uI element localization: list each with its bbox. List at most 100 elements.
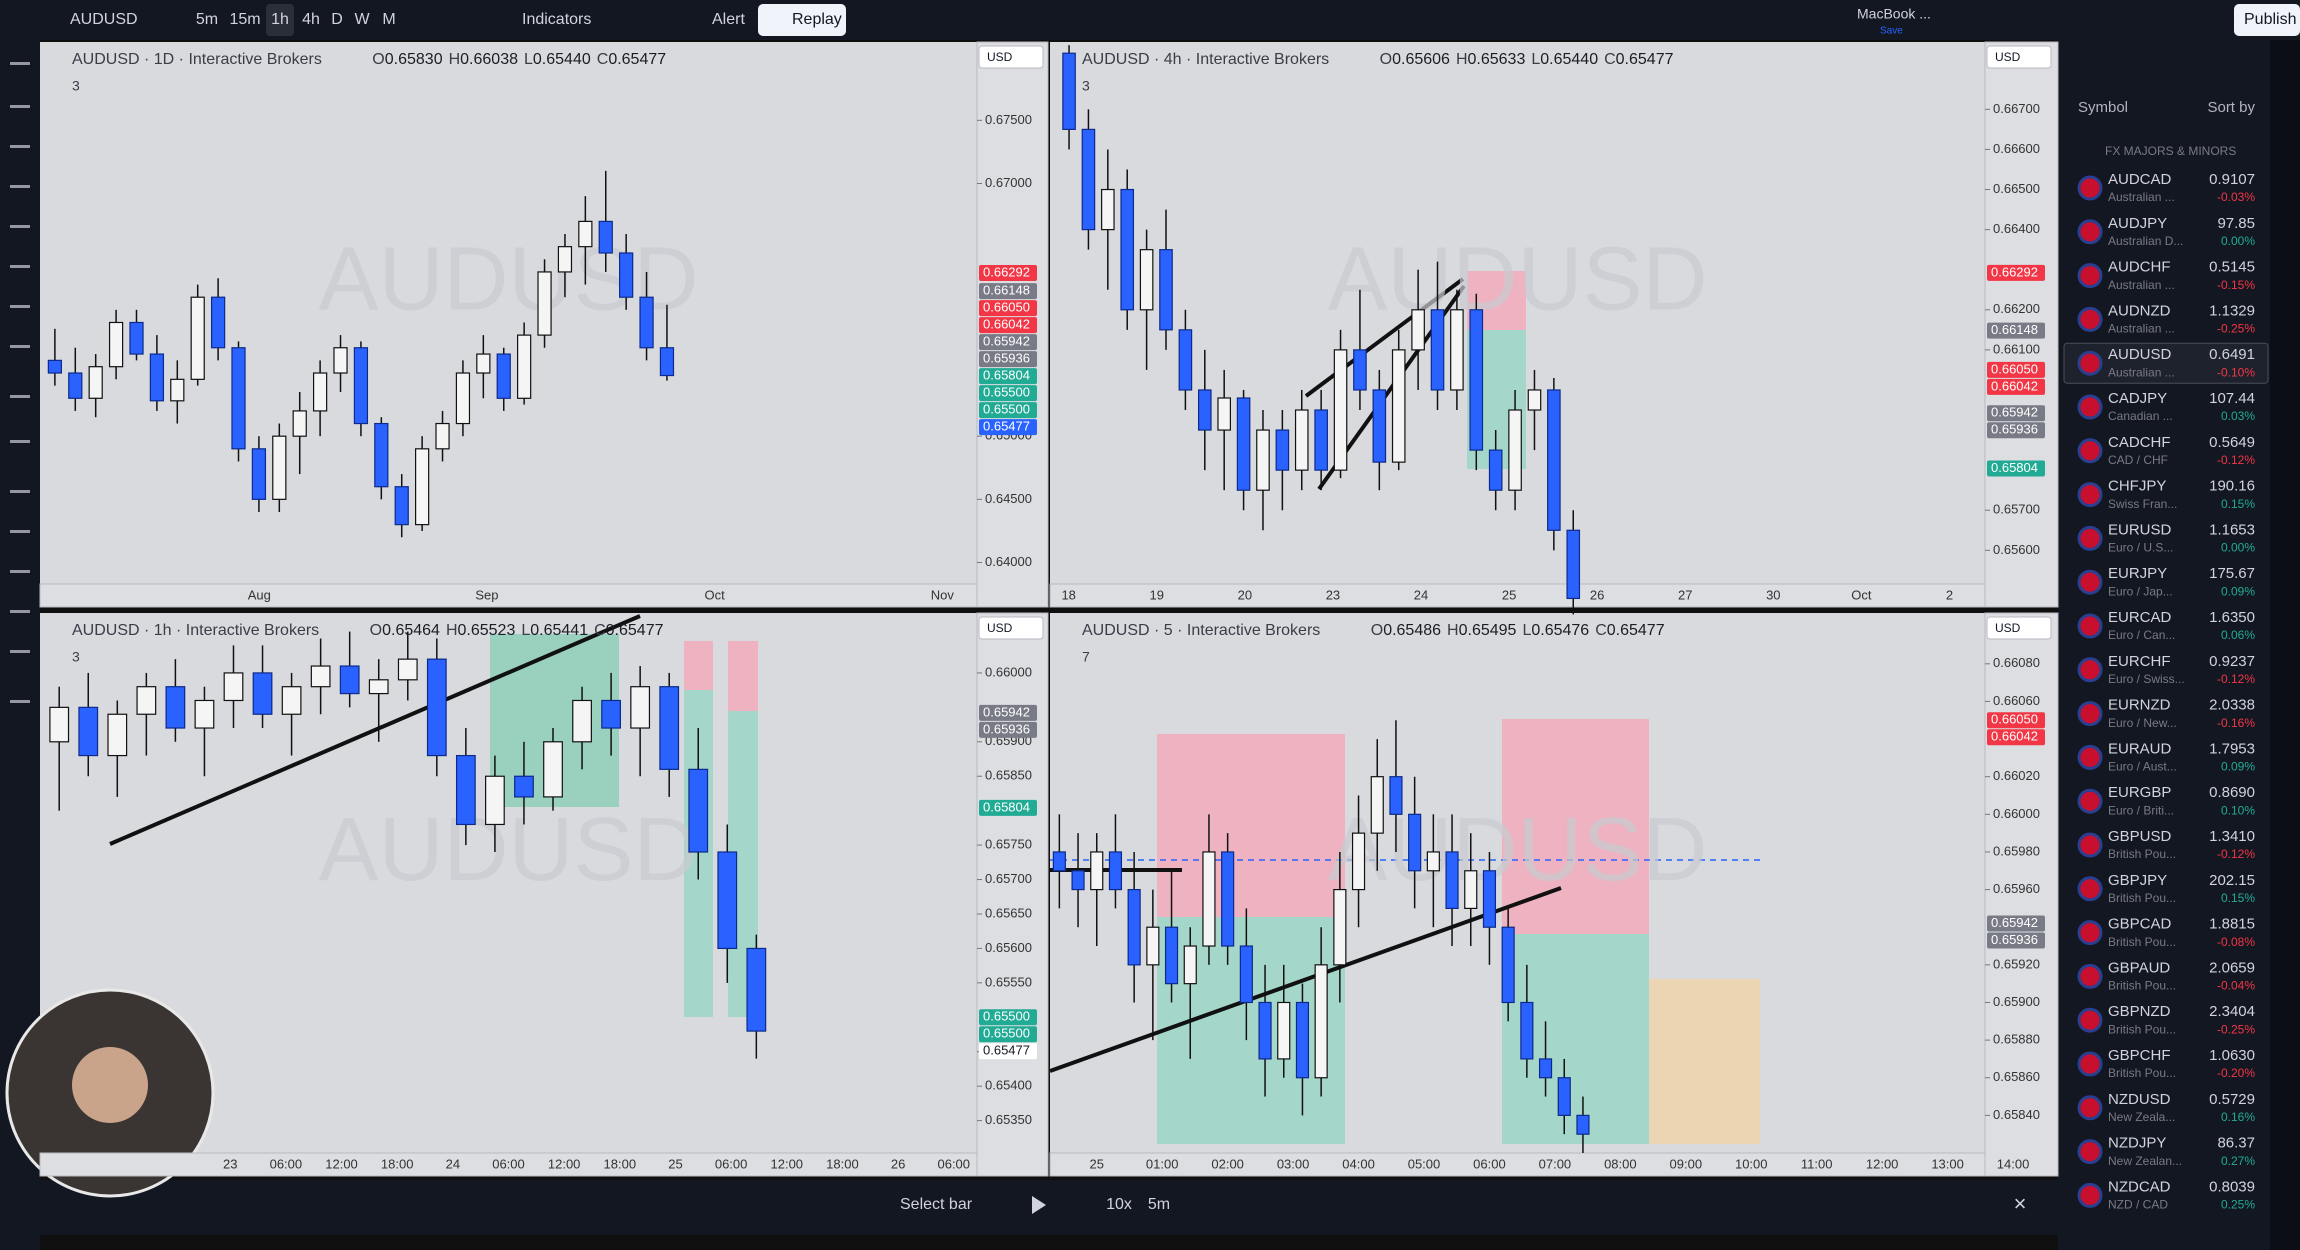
indicator-count[interactable]: 3 bbox=[1082, 78, 1090, 94]
watchlist-sort[interactable]: Sort by bbox=[2207, 99, 2255, 116]
interval-button[interactable]: D bbox=[331, 11, 343, 28]
replay-interval[interactable]: 5m bbox=[1148, 1196, 1170, 1213]
ohlc-key: C bbox=[1604, 51, 1616, 68]
currency-button[interactable]: USD bbox=[987, 50, 1013, 64]
ohlc-key: C bbox=[1595, 622, 1607, 639]
watchlist-symbol[interactable]: AUDCHF bbox=[2108, 259, 2171, 276]
play-button[interactable] bbox=[1032, 1196, 1046, 1214]
y-tick-label: 0.65850 bbox=[985, 768, 1032, 783]
watchlist-desc: Euro / Briti... bbox=[2108, 803, 2174, 817]
symbol-flag bbox=[2077, 569, 2103, 595]
watchlist-symbol[interactable]: EURJPY bbox=[2108, 565, 2167, 582]
watchlist-symbol[interactable]: AUDJPY bbox=[2108, 215, 2167, 232]
watchlist-symbol[interactable]: NZDJPY bbox=[2108, 1135, 2166, 1152]
ohlc-value: 0.65606 bbox=[1392, 51, 1450, 68]
candle-body bbox=[68, 372, 83, 399]
interval-button[interactable]: W bbox=[354, 11, 370, 28]
watchlist-symbol[interactable]: EURNZD bbox=[2108, 697, 2171, 714]
publish-button[interactable]: Publish bbox=[2244, 11, 2296, 28]
select-bar-button[interactable]: Select bar bbox=[900, 1196, 973, 1213]
tool-icon[interactable] bbox=[10, 530, 30, 533]
layout-name[interactable]: MacBook ... bbox=[1857, 6, 1931, 22]
watchlist-symbol[interactable]: CADCHF bbox=[2108, 434, 2171, 451]
tool-icon[interactable] bbox=[10, 345, 30, 348]
indicator-count[interactable]: 3 bbox=[72, 649, 80, 665]
tool-icon[interactable] bbox=[10, 265, 30, 268]
interval-button[interactable]: M bbox=[382, 11, 395, 28]
y-tick-label: 0.65600 bbox=[1993, 542, 2040, 557]
watchlist-symbol[interactable]: GBPNZD bbox=[2108, 1003, 2171, 1020]
tool-icon[interactable] bbox=[10, 440, 30, 443]
tool-icon[interactable] bbox=[10, 395, 30, 398]
tool-icon[interactable] bbox=[10, 225, 30, 228]
candle-body bbox=[537, 271, 552, 336]
candle-body bbox=[557, 246, 573, 273]
watchlist-symbol[interactable]: CADJPY bbox=[2108, 390, 2167, 407]
tool-icon[interactable] bbox=[10, 490, 30, 493]
tool-icon[interactable] bbox=[10, 570, 30, 573]
tool-icon[interactable] bbox=[10, 145, 30, 148]
currency-button-bg[interactable] bbox=[1986, 616, 2052, 640]
tool-icon[interactable] bbox=[10, 185, 30, 188]
price-badge-label: 0.65477 bbox=[983, 419, 1030, 434]
watchlist-symbol[interactable]: NZDCAD bbox=[2108, 1178, 2171, 1195]
watchlist-header[interactable]: Symbol bbox=[2078, 99, 2128, 116]
watchlist-desc: Euro / New... bbox=[2108, 716, 2177, 730]
indicators-button[interactable]: Indicators bbox=[522, 11, 591, 28]
candle-body bbox=[292, 410, 307, 437]
indicator-count[interactable]: 7 bbox=[1082, 649, 1090, 665]
currency-button[interactable]: USD bbox=[1995, 50, 2021, 64]
y-tick-label: 0.65880 bbox=[1993, 1032, 2040, 1047]
currency-button-bg[interactable] bbox=[978, 45, 1044, 69]
interval-button[interactable]: 4h bbox=[302, 11, 320, 28]
currency-button[interactable]: USD bbox=[987, 621, 1013, 635]
time-label: 23 bbox=[1326, 587, 1340, 602]
watchlist-symbol[interactable]: GBPJPY bbox=[2108, 872, 2167, 889]
price-badge-label: 0.65500 bbox=[983, 385, 1030, 400]
watchlist-symbol[interactable]: EURCHF bbox=[2108, 653, 2171, 670]
watchlist-symbol[interactable]: GBPAUD bbox=[2108, 959, 2170, 976]
watchlist-symbol[interactable]: EURUSD bbox=[2108, 521, 2172, 538]
currency-button-bg[interactable] bbox=[978, 616, 1044, 640]
watchlist-symbol[interactable]: GBPCAD bbox=[2108, 916, 2172, 933]
interval-button[interactable]: 1h bbox=[271, 11, 289, 28]
currency-button-bg[interactable] bbox=[1986, 45, 2052, 69]
tool-icon[interactable] bbox=[10, 105, 30, 108]
tool-icon[interactable] bbox=[10, 650, 30, 653]
watchlist-change: -0.15% bbox=[2217, 278, 2255, 292]
replay-speed[interactable]: 10x bbox=[1106, 1196, 1132, 1213]
y-tick-label: 0.65980 bbox=[1993, 843, 2040, 858]
layout-save[interactable]: Save bbox=[1880, 26, 1903, 37]
watchlist-symbol[interactable]: EURAUD bbox=[2108, 740, 2172, 757]
watchlist-symbol[interactable]: AUDCAD bbox=[2108, 171, 2172, 188]
watchlist-symbol[interactable]: GBPUSD bbox=[2108, 828, 2172, 845]
interval-button[interactable]: 5m bbox=[196, 11, 218, 28]
close-replay[interactable]: × bbox=[2014, 1191, 2027, 1216]
candle-body bbox=[1372, 389, 1387, 463]
watchlist-section[interactable]: FX MAJORS & MINORS bbox=[2105, 144, 2236, 158]
watchlist-desc: Euro / Aust... bbox=[2108, 760, 2177, 774]
tool-icon[interactable] bbox=[10, 700, 30, 703]
currency-button[interactable]: USD bbox=[1995, 621, 2021, 635]
symbol-search[interactable]: AUDUSD bbox=[70, 11, 138, 28]
alert-button[interactable]: Alert bbox=[712, 11, 745, 28]
replay-button[interactable]: Replay bbox=[792, 11, 842, 28]
indicator-count[interactable]: 3 bbox=[72, 78, 80, 94]
watchlist-symbol[interactable]: EURGBP bbox=[2108, 784, 2171, 801]
watchlist-symbol[interactable]: AUDUSD bbox=[2108, 346, 2172, 363]
watchlist-symbol[interactable]: EURCAD bbox=[2108, 609, 2172, 626]
legend: AUDUSD · 1D · Interactive Brokers O0.658… bbox=[72, 51, 666, 68]
price-badge-label: 0.65942 bbox=[1991, 405, 2038, 420]
watchlist-symbol[interactable]: GBPCHF bbox=[2108, 1047, 2171, 1064]
tool-icon[interactable] bbox=[10, 62, 30, 65]
watchlist-symbol[interactable]: CHFJPY bbox=[2108, 478, 2166, 495]
tool-icon[interactable] bbox=[10, 610, 30, 613]
watchlist-price: 0.5729 bbox=[2209, 1091, 2255, 1108]
tool-icon[interactable] bbox=[10, 305, 30, 308]
watchlist-symbol[interactable]: AUDNZD bbox=[2108, 302, 2171, 319]
publish-bg[interactable] bbox=[2234, 4, 2300, 36]
y-tick-label: 0.65350 bbox=[985, 1112, 1032, 1127]
watchlist-symbol[interactable]: NZDUSD bbox=[2108, 1091, 2171, 1108]
interval-button[interactable]: 15m bbox=[229, 11, 260, 28]
replay-button-bg[interactable] bbox=[758, 4, 846, 36]
